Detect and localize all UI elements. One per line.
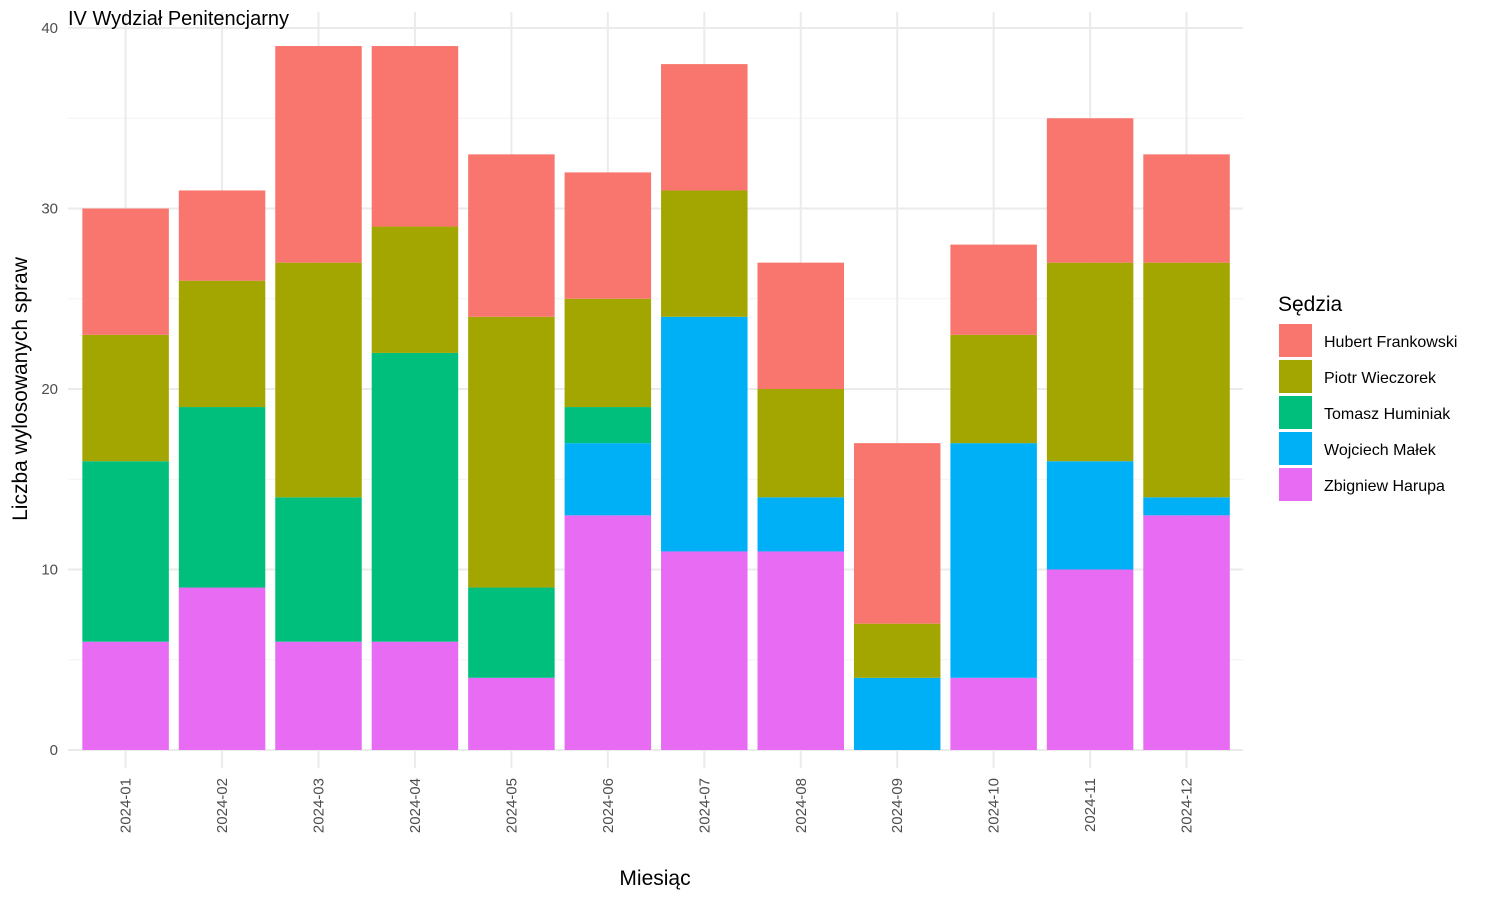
bar-segment bbox=[1143, 262, 1230, 498]
bar-segment bbox=[275, 262, 362, 498]
bar-segment bbox=[661, 316, 748, 552]
bar-segment bbox=[661, 190, 748, 317]
bar-segment bbox=[757, 497, 844, 552]
bar-segment bbox=[564, 298, 652, 408]
legend-label: Piotr Wieczorek bbox=[1324, 370, 1437, 387]
bar-segment bbox=[950, 443, 1037, 678]
bar-segment bbox=[371, 641, 459, 750]
legend-swatch bbox=[1279, 324, 1312, 357]
legend-swatch bbox=[1279, 396, 1312, 429]
x-axis-title: Miesiąc bbox=[619, 867, 690, 890]
bar-segment bbox=[468, 316, 555, 588]
y-axis-ticks: 0 10 20 30 40 bbox=[41, 20, 58, 759]
x-tick-label: 2024-08 bbox=[793, 778, 810, 833]
y-tick-label: 0 bbox=[50, 742, 58, 759]
bar-segment bbox=[757, 262, 844, 389]
bar-segment bbox=[564, 407, 652, 444]
bars bbox=[82, 46, 1230, 750]
x-tick-label: 2024-09 bbox=[889, 778, 906, 833]
x-tick-label: 2024-01 bbox=[118, 778, 135, 833]
bar-segment bbox=[1046, 461, 1134, 570]
bar-segment bbox=[1143, 154, 1230, 263]
bar-segment bbox=[950, 677, 1037, 750]
x-tick-label: 2024-02 bbox=[214, 778, 231, 833]
y-tick-label: 20 bbox=[41, 381, 58, 398]
x-tick-label: 2024-05 bbox=[503, 778, 520, 833]
bar-segment bbox=[178, 190, 266, 281]
bar-segment bbox=[661, 551, 748, 750]
x-tick-label: 2024-07 bbox=[696, 778, 713, 833]
bar-segment bbox=[82, 641, 169, 750]
bar-segment bbox=[82, 461, 169, 642]
bar-segment bbox=[82, 208, 169, 335]
bar-segment bbox=[371, 226, 459, 353]
bar-segment bbox=[371, 352, 459, 642]
x-axis-ticks: 2024-01 2024-02 2024-03 2024-04 2024-05 2024-… bbox=[118, 778, 1196, 833]
x-tick-label: 2024-11 bbox=[1082, 778, 1099, 832]
bar-segment bbox=[950, 244, 1037, 335]
bar-segment bbox=[371, 46, 459, 227]
x-tick-label: 2024-06 bbox=[600, 778, 617, 833]
bar-segment bbox=[853, 623, 941, 678]
bar-segment bbox=[178, 407, 266, 588]
x-tick-label: 2024-03 bbox=[311, 778, 328, 833]
bar-segment bbox=[468, 587, 555, 678]
bar-segment bbox=[564, 443, 652, 516]
bar-segment bbox=[275, 641, 362, 750]
bar-segment bbox=[757, 551, 844, 750]
bar-segment bbox=[178, 587, 266, 750]
bar-segment bbox=[468, 154, 555, 317]
bar-segment bbox=[853, 677, 941, 750]
legend-label: Tomasz Huminiak bbox=[1324, 406, 1451, 423]
bar-segment bbox=[661, 64, 748, 191]
legend-title: Sędzia bbox=[1278, 293, 1343, 316]
x-tick-label: 2024-12 bbox=[1179, 778, 1196, 833]
bar-segment bbox=[1046, 262, 1134, 462]
bar-segment bbox=[1143, 515, 1230, 750]
legend-label: Hubert Frankowski bbox=[1324, 334, 1457, 351]
legend-swatch bbox=[1279, 432, 1312, 465]
legend-label: Zbigniew Harupa bbox=[1324, 478, 1445, 495]
x-tick-label: 2024-10 bbox=[986, 778, 1003, 833]
y-axis-title: Liczba wylosowanych spraw bbox=[9, 256, 32, 521]
bar-segment bbox=[178, 280, 266, 408]
y-tick-label: 30 bbox=[41, 201, 58, 218]
legend: Sędzia Hubert Frankowski Piotr Wieczorek T… bbox=[1278, 293, 1457, 501]
bar-segment bbox=[1143, 497, 1230, 516]
bar-segment bbox=[564, 515, 652, 750]
bar-segment bbox=[275, 497, 362, 642]
bar-segment bbox=[950, 334, 1037, 444]
chart-title: IV Wydział Penitencjarny bbox=[68, 8, 289, 30]
bar-segment bbox=[275, 46, 362, 263]
bar-segment bbox=[1046, 118, 1134, 263]
y-tick-label: 40 bbox=[41, 20, 58, 37]
bar-segment bbox=[853, 443, 941, 624]
bar-segment bbox=[82, 334, 169, 462]
y-tick-label: 10 bbox=[41, 562, 58, 579]
legend-label: Wojciech Małek bbox=[1324, 442, 1437, 459]
legend-swatch bbox=[1279, 468, 1312, 501]
bar-segment bbox=[468, 677, 555, 750]
legend-swatch bbox=[1279, 360, 1312, 393]
bar-segment bbox=[1046, 569, 1134, 750]
bar-segment bbox=[564, 172, 652, 299]
x-tick-label: 2024-04 bbox=[407, 778, 424, 833]
bar-segment bbox=[757, 389, 844, 498]
